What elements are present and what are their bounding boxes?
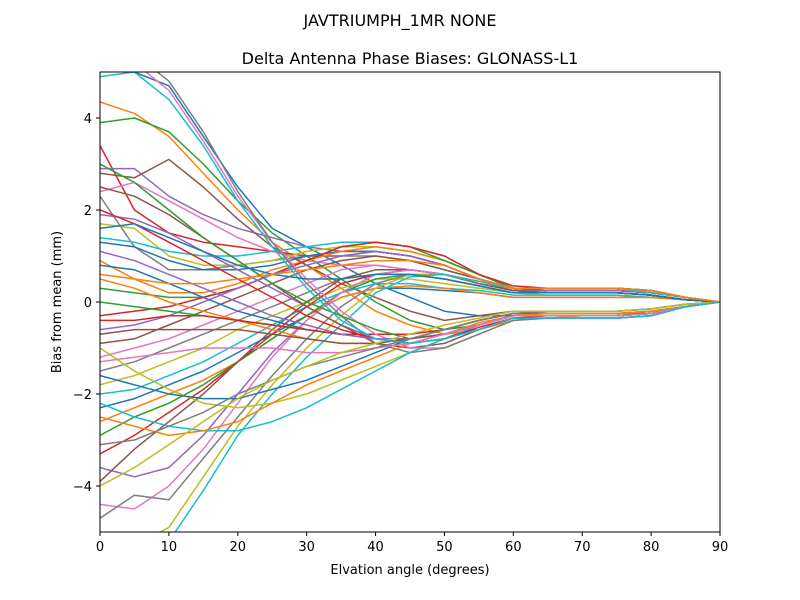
series-line-s49 <box>100 301 720 487</box>
x-tick-label: 10 <box>161 540 178 555</box>
y-tick-label: 2 <box>84 204 92 219</box>
x-tick-label: 60 <box>505 540 522 555</box>
series-line-s50 <box>100 72 720 345</box>
x-tick-label: 70 <box>574 540 591 555</box>
y-tick-label: 4 <box>84 112 92 127</box>
chart-suptitle: JAVTRIUMPH_1MR NONE <box>303 11 497 31</box>
x-tick-label: 50 <box>436 540 453 555</box>
y-tick-label: −4 <box>73 480 92 495</box>
x-tick-label: 30 <box>298 540 315 555</box>
series-layer <box>100 72 720 532</box>
x-tick-label: 80 <box>643 540 660 555</box>
x-tick-label: 40 <box>367 540 384 555</box>
x-tick-label: 0 <box>96 540 104 555</box>
x-tick-label: 20 <box>230 540 247 555</box>
chart-title: Delta Antenna Phase Biases: GLONASS-L1 <box>242 49 579 68</box>
x-axis-label: Elvation angle (degrees) <box>330 563 489 578</box>
series-line-s20 <box>100 282 720 395</box>
series-line-s22 <box>100 285 720 423</box>
y-axis-ticks: −4 −2 0 2 4 <box>73 112 100 495</box>
y-axis-label: Bias from mean (mm) <box>50 231 65 373</box>
series-line-s51 <box>100 223 720 303</box>
series-line-s52 <box>100 259 720 303</box>
y-tick-label: −2 <box>73 388 92 403</box>
x-tick-label: 90 <box>712 540 729 555</box>
y-tick-label: 0 <box>84 296 92 311</box>
x-axis-ticks: 0 10 20 30 40 50 60 70 80 90 <box>96 532 728 555</box>
